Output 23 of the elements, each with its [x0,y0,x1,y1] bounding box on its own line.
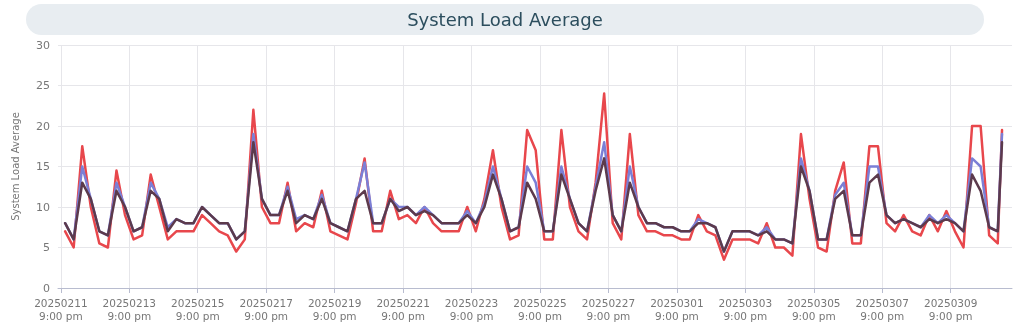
x-tick-label: 20250223 9:00 pm [444,296,499,322]
x-tick-label: 20250227 9:00 pm [581,296,636,322]
y-tick-label: 10 [36,200,50,214]
y-axis-title: System Load Average [9,112,21,221]
y-tick-label: 0 [43,281,50,295]
x-tick-label: 20250307 9:00 pm [855,296,909,322]
x-tick-label: 20250213 9:00 pm [102,296,157,322]
x-tick-label: 20250303 9:00 pm [718,296,773,322]
x-tick-label: 20250309 9:00 pm [923,296,978,322]
y-tick-label: 30 [36,38,50,52]
y-tick-label: 25 [36,79,50,92]
y-tick-label: 5 [43,241,50,254]
x-tick-label: 20250211 9:00 pm [34,296,88,322]
x-tick-label: 20250221 9:00 pm [376,296,430,322]
y-tick-label: 15 [36,160,50,173]
x-tick-label: 20250215 9:00 pm [171,296,225,322]
x-tick-label: 20250219 9:00 pm [307,296,362,322]
x-tick-label: 20250225 9:00 pm [513,296,567,322]
x-tick-label: 20250305 9:00 pm [787,296,841,322]
y-tick-label: 20 [36,119,50,133]
x-tick-label: 20250217 9:00 pm [239,296,293,322]
chart-title: System Load Average [26,4,984,35]
x-tick-label: 20250301 9:00 pm [650,296,704,322]
